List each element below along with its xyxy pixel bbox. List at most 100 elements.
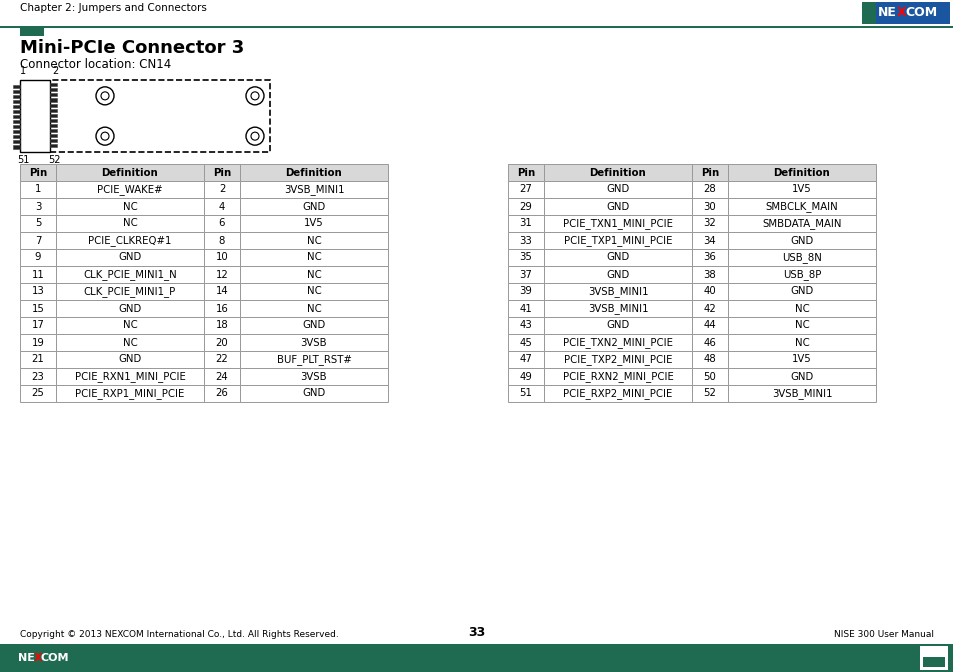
Bar <box>56 232 204 249</box>
Bar <box>50 144 57 147</box>
Bar <box>507 385 543 402</box>
Circle shape <box>246 87 264 105</box>
Circle shape <box>246 127 264 145</box>
Bar <box>240 198 388 215</box>
Bar <box>507 317 543 334</box>
Bar <box>13 130 20 133</box>
Text: 32: 32 <box>703 218 716 228</box>
Text: 26: 26 <box>215 388 228 398</box>
Bar <box>727 198 875 215</box>
Text: 3VSB_MINI1: 3VSB_MINI1 <box>587 286 648 297</box>
Text: 3VSB: 3VSB <box>300 337 327 347</box>
Text: Pin: Pin <box>29 167 47 177</box>
Text: 52: 52 <box>702 388 716 398</box>
Bar <box>56 266 204 283</box>
Bar <box>20 164 56 181</box>
Text: 40: 40 <box>703 286 716 296</box>
Bar <box>691 164 727 181</box>
Text: 34: 34 <box>703 235 716 245</box>
Text: 1: 1 <box>34 185 41 194</box>
Text: 18: 18 <box>215 321 228 331</box>
Bar <box>204 385 240 402</box>
Text: PCIE_WAKE#: PCIE_WAKE# <box>97 184 163 195</box>
Bar <box>727 181 875 198</box>
Bar <box>13 89 20 93</box>
Text: PCIE_CLKREQ#1: PCIE_CLKREQ#1 <box>89 235 172 246</box>
Text: PCIE_TXP1_MINI_PCIE: PCIE_TXP1_MINI_PCIE <box>563 235 672 246</box>
Text: Chapter 2: Jumpers and Connectors: Chapter 2: Jumpers and Connectors <box>20 3 207 13</box>
Text: PCIE_RXP2_MINI_PCIE: PCIE_RXP2_MINI_PCIE <box>562 388 672 399</box>
Text: Mini-PCIe Connector 3: Mini-PCIe Connector 3 <box>20 39 244 57</box>
Bar <box>727 385 875 402</box>
Bar <box>240 266 388 283</box>
Text: SMBCLK_MAIN: SMBCLK_MAIN <box>765 201 838 212</box>
Text: 29: 29 <box>519 202 532 212</box>
Bar <box>204 266 240 283</box>
Bar <box>507 300 543 317</box>
Text: 47: 47 <box>519 355 532 364</box>
Text: Definition: Definition <box>589 167 646 177</box>
Text: NC: NC <box>306 286 321 296</box>
Text: 3: 3 <box>34 202 41 212</box>
Text: 3VSB_MINI1: 3VSB_MINI1 <box>771 388 831 399</box>
Bar <box>204 181 240 198</box>
Circle shape <box>101 132 109 140</box>
Bar <box>507 334 543 351</box>
Text: Connector location: CN14: Connector location: CN14 <box>20 58 172 71</box>
Text: 11: 11 <box>31 269 45 280</box>
Bar <box>204 164 240 181</box>
Bar <box>56 334 204 351</box>
Bar <box>543 164 691 181</box>
Bar <box>507 368 543 385</box>
Bar <box>20 266 56 283</box>
Bar <box>507 215 543 232</box>
Bar <box>20 334 56 351</box>
Text: Pin: Pin <box>517 167 535 177</box>
Text: 21: 21 <box>31 355 45 364</box>
Bar <box>20 198 56 215</box>
Text: CLK_PCIE_MINI1_N: CLK_PCIE_MINI1_N <box>83 269 176 280</box>
Text: 35: 35 <box>519 253 532 263</box>
Text: 28: 28 <box>703 185 716 194</box>
Bar <box>543 351 691 368</box>
Bar <box>50 103 57 107</box>
Bar <box>56 317 204 334</box>
Bar <box>507 164 543 181</box>
Bar <box>50 119 57 122</box>
Bar <box>507 198 543 215</box>
Bar <box>240 232 388 249</box>
Text: 19: 19 <box>31 337 45 347</box>
Text: COM: COM <box>904 7 936 19</box>
Bar <box>56 249 204 266</box>
Text: 7: 7 <box>34 235 41 245</box>
Bar <box>20 368 56 385</box>
Bar <box>543 181 691 198</box>
Text: 16: 16 <box>215 304 228 314</box>
Circle shape <box>101 92 109 100</box>
Bar <box>20 232 56 249</box>
Bar <box>204 334 240 351</box>
Bar <box>204 300 240 317</box>
Bar <box>727 368 875 385</box>
Bar <box>875 2 949 24</box>
Bar <box>240 249 388 266</box>
Bar <box>691 283 727 300</box>
Bar <box>50 99 57 101</box>
Bar <box>50 88 57 91</box>
Bar <box>507 266 543 283</box>
Text: 52: 52 <box>49 155 61 165</box>
Text: 31: 31 <box>519 218 532 228</box>
Text: 43: 43 <box>519 321 532 331</box>
Bar <box>240 317 388 334</box>
Text: Definition: Definition <box>773 167 829 177</box>
Bar <box>50 114 57 117</box>
Circle shape <box>251 92 258 100</box>
Text: 14: 14 <box>215 286 228 296</box>
Text: PCIE_TXN1_MINI_PCIE: PCIE_TXN1_MINI_PCIE <box>562 218 672 229</box>
Text: 1: 1 <box>20 66 27 76</box>
Bar <box>691 300 727 317</box>
Text: 4: 4 <box>218 202 225 212</box>
Text: GND: GND <box>118 355 141 364</box>
Bar <box>507 283 543 300</box>
Text: 12: 12 <box>215 269 228 280</box>
